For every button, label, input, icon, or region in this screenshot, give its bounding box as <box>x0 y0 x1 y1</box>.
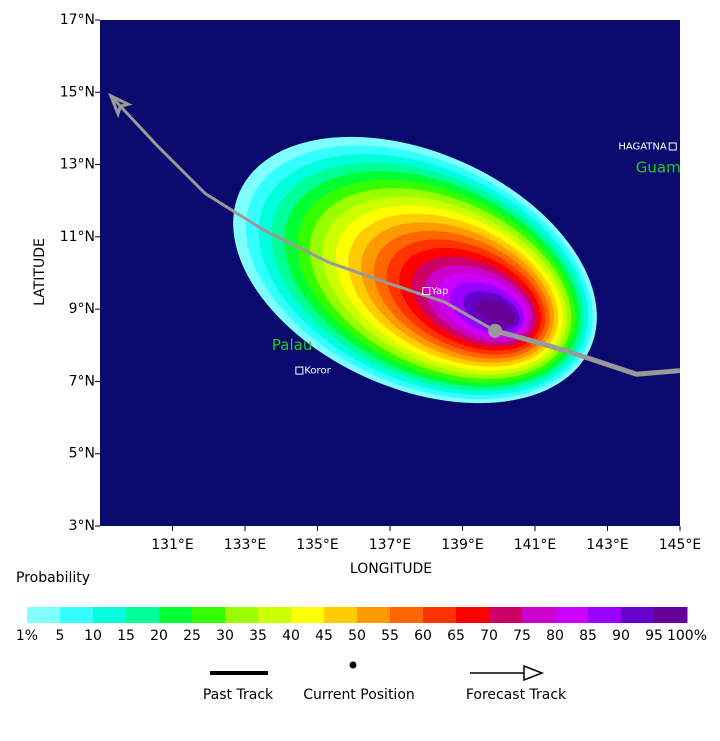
legend-label: 1% <box>16 628 38 644</box>
region-label: Guam <box>636 159 681 177</box>
place-label: HAGATNA <box>618 142 667 153</box>
x-tick-label: 133°E <box>224 537 267 553</box>
y-tick-label: 17°N <box>60 12 95 28</box>
legend-forecast-label: Forecast Track <box>466 687 567 703</box>
legend-swatch <box>27 607 61 623</box>
legend-swatch <box>588 607 622 623</box>
legend-forecast-arrow <box>523 664 545 682</box>
legend-label: 60 <box>414 628 432 644</box>
y-axis-label: LATITUDE <box>32 238 48 306</box>
x-tick-label: 145°E <box>659 537 702 553</box>
y-tick-label: 7°N <box>69 373 95 389</box>
legend-label: 65 <box>447 628 465 644</box>
legend-label: 95 <box>645 628 663 644</box>
legend-label: 35 <box>249 628 267 644</box>
past-track <box>494 328 680 377</box>
x-tick-label: 137°E <box>369 537 412 553</box>
forecast-arrowhead <box>108 92 133 119</box>
legend-label: 5 <box>56 628 65 644</box>
legend-label: 30 <box>216 628 234 644</box>
legend-title: Probability <box>16 570 90 586</box>
legend-swatch <box>489 607 523 623</box>
legend-swatch <box>60 607 94 623</box>
legend-swatch <box>423 607 457 623</box>
legend-label: 40 <box>282 628 300 644</box>
legend-swatch <box>324 607 358 623</box>
x-tick-label: 139°E <box>441 537 484 553</box>
legend-label: 100% <box>667 628 707 644</box>
legend-swatch <box>654 607 688 623</box>
legend-label: 90 <box>612 628 630 644</box>
probability-band <box>475 299 516 327</box>
map-layer: Yap Koror HAGATNA Palau Guam <box>108 92 681 404</box>
place-marker <box>422 287 431 296</box>
place-label: Koror <box>304 366 331 377</box>
legend-swatch <box>357 607 391 623</box>
place-label: Yap <box>430 286 448 297</box>
legend-label: 15 <box>117 628 135 644</box>
legend-label: 20 <box>150 628 168 644</box>
legend-swatch <box>555 607 589 623</box>
y-tick-label: 3°N <box>69 518 95 534</box>
y-tick-label: 9°N <box>69 301 95 317</box>
legend-label: 70 <box>480 628 498 644</box>
y-tick-label: 15°N <box>60 84 95 100</box>
x-tick-label: 131°E <box>151 537 194 553</box>
region-label: Palau <box>272 336 312 354</box>
legend-swatch <box>159 607 193 623</box>
y-tick-label: 5°N <box>69 446 95 462</box>
legend-label: 45 <box>315 628 333 644</box>
forecast-track <box>109 94 496 333</box>
y-tick-label: 13°N <box>60 157 95 173</box>
legend-label: 50 <box>348 628 366 644</box>
legend-swatch <box>456 607 490 623</box>
legend-label: 75 <box>513 628 531 644</box>
current-position <box>488 323 503 338</box>
place-marker <box>668 142 677 151</box>
legend-swatch <box>522 607 556 623</box>
legend-current-label: Current Position <box>303 687 415 703</box>
legend-swatch <box>291 607 325 623</box>
legend-label: 80 <box>546 628 564 644</box>
legend-swatch <box>126 607 160 623</box>
place-marker <box>295 366 304 375</box>
legend-swatch <box>192 607 226 623</box>
legend-swatch <box>390 607 424 623</box>
legend-past-label: Past Track <box>203 687 274 703</box>
legend-swatch <box>93 607 127 623</box>
legend-swatch <box>621 607 655 623</box>
legend-label: 55 <box>381 628 399 644</box>
legend-label: 25 <box>183 628 201 644</box>
x-axis-label: LONGITUDE <box>350 561 432 577</box>
legend-current-dot <box>349 661 357 669</box>
y-tick-label: 11°N <box>60 229 95 245</box>
x-tick-label: 141°E <box>514 537 557 553</box>
x-tick-label: 135°E <box>296 537 339 553</box>
legend-label: 85 <box>579 628 597 644</box>
legend-label: 10 <box>84 628 102 644</box>
x-tick-label: 143°E <box>586 537 629 553</box>
legend-swatch <box>225 607 259 623</box>
legend-swatch <box>258 607 292 623</box>
